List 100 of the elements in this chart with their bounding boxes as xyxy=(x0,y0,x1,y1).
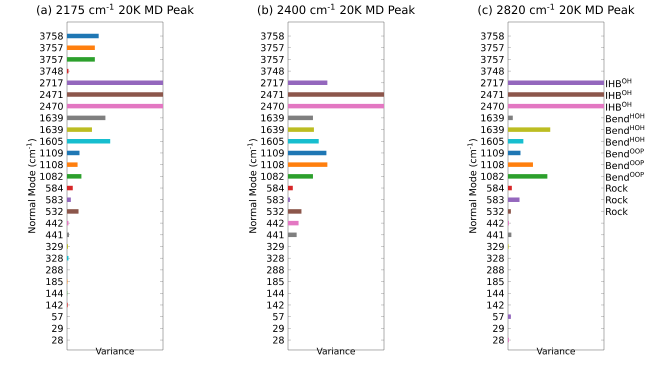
text: Bend$^{HOH}$ xyxy=(606,125,644,134)
y-tick-label: 583 xyxy=(267,196,284,204)
y-tick-label: 1639 xyxy=(481,114,504,122)
y-tick-label: 185 xyxy=(46,278,63,286)
bar xyxy=(67,116,106,120)
bar xyxy=(288,80,328,86)
y-tick-label: 442 xyxy=(46,220,63,227)
y-tick-label: 1639 xyxy=(481,126,504,134)
bar xyxy=(508,139,524,144)
y-tick-label: 142 xyxy=(267,301,284,308)
y-tick-label: 583 xyxy=(46,196,63,204)
bar xyxy=(288,150,326,156)
bar xyxy=(67,80,164,86)
bar xyxy=(508,127,550,132)
bar xyxy=(67,162,78,167)
y-tick-label: 442 xyxy=(266,220,284,227)
y-tick-label: 441 xyxy=(266,231,284,238)
y-tick-label: 3758 xyxy=(40,32,63,40)
y-tick-label: 29 xyxy=(273,324,284,332)
y-axis-title: Normal Mode (cm$^{-1}$) xyxy=(248,139,258,233)
y-tick-label: 2471 xyxy=(40,90,63,98)
y-tick-label: 329 xyxy=(267,242,284,250)
y-tick-label: 3757 xyxy=(261,44,284,52)
y-tick-label: 3757 xyxy=(40,56,63,64)
y-tick-label: 2717 xyxy=(480,79,504,86)
y-tick-label: 1108 xyxy=(261,161,284,168)
y-tick-label: 142 xyxy=(487,301,504,308)
bar xyxy=(508,80,604,86)
text: IHB$^{OH}$ xyxy=(606,78,632,88)
y-tick-label: 584 xyxy=(487,184,504,192)
y-tick-label: 57 xyxy=(52,313,63,320)
y-tick-label: 288 xyxy=(46,266,63,274)
y-tick-label: 57 xyxy=(493,313,504,320)
y-tick-label: 185 xyxy=(487,278,504,286)
bar xyxy=(508,92,604,97)
y-tick-label: 1639 xyxy=(40,114,63,122)
y-tick-label: 2470 xyxy=(480,102,504,110)
x-axis-title: Variance xyxy=(536,348,575,354)
bar xyxy=(67,139,110,144)
y-tick-label: 328 xyxy=(267,254,284,262)
bar xyxy=(508,209,511,214)
text: Rock xyxy=(606,196,628,204)
bar xyxy=(508,174,548,179)
bar xyxy=(508,232,512,238)
bar xyxy=(288,174,313,179)
y-tick-label: 28 xyxy=(493,336,504,344)
y-tick-label: 532 xyxy=(487,208,504,216)
y-tick-label: 2470 xyxy=(40,102,63,110)
bar xyxy=(67,209,79,214)
bar xyxy=(508,150,520,156)
y-tick-label: 2470 xyxy=(260,102,284,110)
y-tick-label: 1109 xyxy=(261,149,284,157)
y-tick-label: 28 xyxy=(273,336,284,344)
bar xyxy=(67,92,164,97)
y-tick-label: 29 xyxy=(52,324,63,332)
bar xyxy=(288,186,293,190)
bar xyxy=(288,232,297,238)
y-tick-label: 1605 xyxy=(481,138,504,145)
bar xyxy=(508,314,511,319)
bar xyxy=(288,116,313,120)
y-tick-label: 3748 xyxy=(40,68,63,75)
bar xyxy=(67,104,164,108)
y-tick-label: 57 xyxy=(273,313,284,320)
y-tick-label: 329 xyxy=(46,242,63,250)
bar xyxy=(508,116,513,120)
y-tick-label: 584 xyxy=(267,184,284,192)
y-tick-label: 29 xyxy=(493,324,504,332)
y-tick-label: 1109 xyxy=(40,149,63,157)
text: Bend$^{HOH}$ xyxy=(606,136,644,146)
y-tick-label: 584 xyxy=(46,184,63,192)
bar xyxy=(67,45,95,50)
y-tick-label: 2471 xyxy=(480,90,504,98)
y-tick-label: 3757 xyxy=(481,44,504,52)
bar xyxy=(67,127,92,132)
y-tick-label: 1109 xyxy=(481,149,504,157)
y-tick-label: 144 xyxy=(487,290,504,297)
text: Bend$^{OOP}$ xyxy=(606,172,644,181)
bar xyxy=(508,162,533,167)
y-tick-label: 144 xyxy=(267,290,284,297)
y-tick-label: 328 xyxy=(487,254,504,262)
y-tick-label: 288 xyxy=(267,266,284,274)
y-axis-title: Normal Mode (cm$^{-1}$) xyxy=(26,139,36,233)
bar xyxy=(288,162,328,167)
x-axis-title: Variance xyxy=(96,348,134,354)
bar xyxy=(288,209,302,214)
y-tick-label: 1082 xyxy=(40,172,63,180)
y-tick-label: 1639 xyxy=(261,126,284,134)
bar xyxy=(508,197,520,202)
y-tick-label: 441 xyxy=(46,231,63,238)
y-tick-label: 328 xyxy=(46,254,63,262)
bar xyxy=(288,92,384,97)
y-tick-label: 1639 xyxy=(261,114,284,122)
text: IHB$^{OH}$ xyxy=(606,90,632,99)
y-tick-label: 1108 xyxy=(481,161,504,168)
y-tick-label: 1108 xyxy=(40,161,63,168)
text: Rock xyxy=(606,208,628,216)
bar xyxy=(67,57,95,62)
y-tick-label: 142 xyxy=(46,301,63,308)
y-tick-label: 532 xyxy=(267,208,284,216)
chart-title: (c) 2820 cm$^{-1}$ 20K MD Peak xyxy=(478,4,635,16)
